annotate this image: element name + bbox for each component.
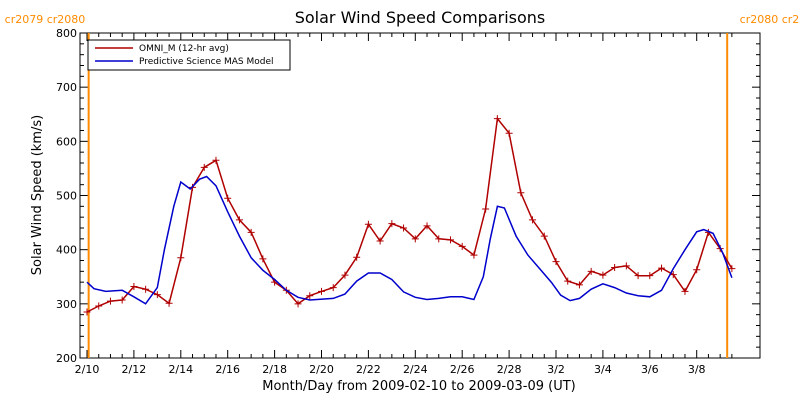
y-tick-label: 800: [56, 27, 77, 40]
data-point-marker: [388, 220, 396, 228]
y-tick-label: 600: [56, 135, 77, 148]
data-point-marker: [517, 189, 525, 197]
data-point-marker: [235, 216, 243, 224]
data-point-marker: [587, 267, 595, 275]
data-point-marker: [658, 264, 666, 272]
data-point-marker: [165, 299, 173, 307]
series-line-model: [86, 175, 733, 305]
legend: OMNI_M (12-hr avg) Predictive Science MA…: [87, 39, 291, 71]
data-point-marker: [400, 224, 408, 232]
data-point-marker: [329, 284, 337, 292]
carrington-markers: cr2079 cr2080 cr2080 cr2081: [5, 13, 800, 358]
data-point-marker: [435, 235, 443, 243]
data-point-marker: [83, 308, 91, 316]
chart-title: Solar Wind Speed Comparisons: [295, 8, 546, 27]
data-point-marker: [200, 163, 208, 171]
data-point-marker: [376, 237, 384, 245]
carrington-label: cr2080 cr2081: [740, 13, 800, 26]
data-point-marker: [423, 222, 431, 230]
x-tick-label: 2/26: [450, 363, 475, 376]
legend-box: [87, 39, 291, 71]
x-tick-label: 2/14: [168, 363, 193, 376]
data-point-marker: [411, 235, 419, 243]
series-lines: [83, 115, 736, 316]
carrington-label: cr2079 cr2080: [5, 13, 86, 26]
data-point-marker: [247, 228, 255, 236]
data-point-marker: [552, 258, 560, 266]
axis-ticks: 200 300 400 500 600 700 800 2/10 2/12 2/14 2/16 2/1…: [56, 27, 760, 376]
y-tick-label: 700: [56, 81, 77, 94]
y-tick-label: 500: [56, 190, 77, 203]
data-point-marker: [529, 216, 537, 224]
data-point-marker: [634, 272, 642, 280]
x-tick-label: 2/10: [75, 363, 100, 376]
data-point-marker: [470, 251, 478, 259]
data-point-marker: [540, 232, 548, 240]
x-tick-label: 3/6: [641, 363, 659, 376]
data-point-marker: [646, 272, 654, 280]
data-point-marker: [118, 296, 126, 304]
data-point-marker: [728, 265, 736, 273]
x-axis-label: Month/Day from 2009-02-10 to 2009-03-09 …: [262, 379, 575, 394]
x-tick-label: 2/28: [497, 363, 522, 376]
data-point-marker: [505, 129, 513, 137]
x-tick-label: 2/12: [122, 363, 147, 376]
data-point-marker: [575, 281, 583, 289]
data-point-marker: [353, 253, 361, 261]
data-point-marker: [153, 291, 161, 299]
x-tick-label: 2/18: [262, 363, 287, 376]
data-point-marker: [364, 220, 372, 228]
data-point-marker: [106, 297, 114, 305]
data-point-marker: [95, 302, 103, 310]
data-point-marker: [611, 264, 619, 272]
data-point-marker: [224, 194, 232, 202]
data-point-marker: [177, 254, 185, 262]
x-tick-label: 3/8: [688, 363, 706, 376]
data-point-marker: [142, 285, 150, 293]
data-point-marker: [341, 271, 349, 279]
data-point-marker: [294, 300, 302, 308]
y-tick-label: 200: [56, 352, 77, 365]
data-point-marker: [681, 287, 689, 295]
data-point-marker: [493, 115, 501, 123]
y-tick-label: 400: [56, 244, 77, 257]
x-tick-label: 3/2: [547, 363, 565, 376]
data-point-marker: [482, 205, 490, 213]
x-tick-label: 2/20: [309, 363, 334, 376]
plot-frame: [79, 32, 761, 359]
data-point-marker: [446, 236, 454, 244]
data-point-marker: [306, 292, 314, 300]
x-tick-label: 2/24: [403, 363, 428, 376]
data-point-marker: [458, 242, 466, 250]
y-tick-label: 300: [56, 298, 77, 311]
x-tick-label: 2/16: [215, 363, 240, 376]
data-point-marker: [599, 271, 607, 279]
legend-label-omni: OMNI_M (12-hr avg): [139, 44, 229, 54]
x-tick-label: 3/4: [594, 363, 612, 376]
data-point-marker: [564, 277, 572, 285]
data-point-marker: [669, 271, 677, 279]
data-point-marker: [212, 156, 220, 164]
data-point-marker: [693, 266, 701, 274]
legend-label-model: Predictive Science MAS Model: [139, 57, 274, 67]
data-point-marker: [622, 262, 630, 270]
data-point-marker: [259, 255, 267, 263]
y-axis-label: Solar Wind Speed (km/s): [30, 115, 45, 275]
data-point-marker: [130, 283, 138, 290]
data-point-marker: [318, 287, 325, 295]
x-tick-label: 2/22: [356, 363, 381, 376]
series-line-omni: [86, 116, 733, 313]
